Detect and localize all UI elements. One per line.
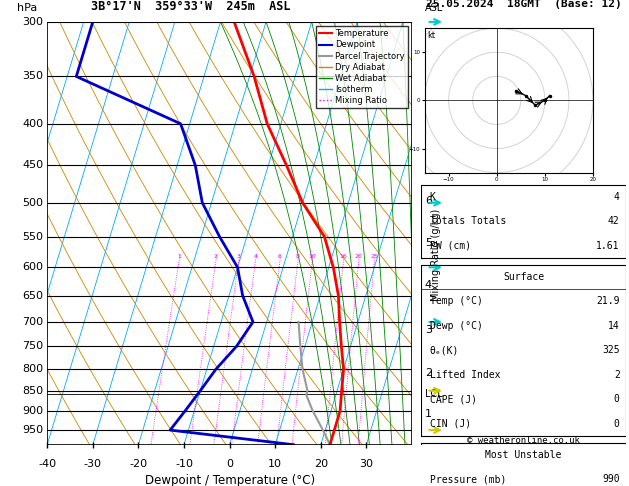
Text: 16: 16 bbox=[340, 254, 347, 259]
Text: 1: 1 bbox=[425, 409, 431, 418]
Text: 14: 14 bbox=[608, 321, 620, 331]
Text: km
ASL: km ASL bbox=[425, 0, 443, 14]
Text: kt: kt bbox=[427, 31, 435, 40]
Text: hPa: hPa bbox=[17, 3, 37, 14]
Text: 990: 990 bbox=[602, 474, 620, 485]
Text: 42: 42 bbox=[608, 216, 620, 226]
Text: Most Unstable: Most Unstable bbox=[486, 450, 562, 460]
Text: Pressure (mb): Pressure (mb) bbox=[430, 474, 506, 485]
Text: θₑ(K): θₑ(K) bbox=[430, 346, 459, 355]
Text: Temp (°C): Temp (°C) bbox=[430, 296, 482, 306]
Text: 8: 8 bbox=[296, 254, 300, 259]
Text: 7: 7 bbox=[425, 150, 432, 160]
Text: 8: 8 bbox=[425, 101, 432, 111]
Text: 700: 700 bbox=[23, 317, 43, 327]
Text: 2: 2 bbox=[614, 370, 620, 380]
Text: 650: 650 bbox=[23, 291, 43, 301]
Text: 4: 4 bbox=[425, 279, 432, 290]
Text: 2: 2 bbox=[425, 368, 432, 378]
Text: 1.61: 1.61 bbox=[596, 241, 620, 251]
Text: 20: 20 bbox=[355, 254, 363, 259]
Text: 21.9: 21.9 bbox=[596, 296, 620, 306]
Text: Totals Totals: Totals Totals bbox=[430, 216, 506, 226]
Text: 3: 3 bbox=[425, 325, 431, 335]
Text: 10: 10 bbox=[268, 459, 282, 469]
Text: 25: 25 bbox=[370, 254, 378, 259]
Text: 4: 4 bbox=[614, 192, 620, 202]
Text: CIN (J): CIN (J) bbox=[430, 419, 470, 429]
Text: 500: 500 bbox=[23, 198, 43, 208]
Text: 350: 350 bbox=[23, 71, 43, 82]
Text: 0: 0 bbox=[226, 459, 233, 469]
Text: LCL: LCL bbox=[425, 389, 443, 399]
Text: 3: 3 bbox=[237, 254, 241, 259]
Text: 4: 4 bbox=[253, 254, 257, 259]
Text: Dewp (°C): Dewp (°C) bbox=[430, 321, 482, 331]
Text: -20: -20 bbox=[130, 459, 147, 469]
Text: -30: -30 bbox=[84, 459, 102, 469]
Text: 0: 0 bbox=[614, 395, 620, 404]
Text: 325: 325 bbox=[602, 346, 620, 355]
Text: 300: 300 bbox=[23, 17, 43, 27]
Text: Lifted Index: Lifted Index bbox=[430, 370, 500, 380]
Text: K: K bbox=[430, 192, 435, 202]
Text: 30: 30 bbox=[359, 459, 374, 469]
Text: 900: 900 bbox=[23, 406, 43, 416]
Text: 1: 1 bbox=[177, 254, 181, 259]
Text: 6: 6 bbox=[425, 196, 431, 206]
Text: 750: 750 bbox=[23, 341, 43, 351]
Text: 25.05.2024  18GMT  (Base: 12): 25.05.2024 18GMT (Base: 12) bbox=[426, 0, 621, 9]
Text: 3B°17'N  359°33'W  245m  ASL: 3B°17'N 359°33'W 245m ASL bbox=[91, 0, 291, 14]
Text: 600: 600 bbox=[23, 262, 43, 272]
Text: 5: 5 bbox=[425, 238, 431, 248]
Text: 400: 400 bbox=[23, 119, 43, 129]
Text: Mixing Ratio (g/kg): Mixing Ratio (g/kg) bbox=[431, 208, 441, 300]
Text: -10: -10 bbox=[175, 459, 193, 469]
Text: Surface: Surface bbox=[503, 272, 544, 282]
Text: 850: 850 bbox=[23, 386, 43, 396]
Text: 6: 6 bbox=[278, 254, 282, 259]
Text: 2: 2 bbox=[214, 254, 218, 259]
Text: 450: 450 bbox=[23, 160, 43, 171]
Text: 0: 0 bbox=[614, 419, 620, 429]
Text: PW (cm): PW (cm) bbox=[430, 241, 470, 251]
Text: © weatheronline.co.uk: © weatheronline.co.uk bbox=[467, 435, 580, 445]
Text: 550: 550 bbox=[23, 231, 43, 242]
Text: 800: 800 bbox=[23, 364, 43, 374]
Text: -40: -40 bbox=[38, 459, 56, 469]
Text: 20: 20 bbox=[314, 459, 328, 469]
Legend: Temperature, Dewpoint, Parcel Trajectory, Dry Adiabat, Wet Adiabat, Isotherm, Mi: Temperature, Dewpoint, Parcel Trajectory… bbox=[316, 26, 408, 108]
Text: Dewpoint / Temperature (°C): Dewpoint / Temperature (°C) bbox=[145, 474, 314, 486]
Text: 10: 10 bbox=[308, 254, 316, 259]
Text: 950: 950 bbox=[23, 425, 43, 435]
Text: CAPE (J): CAPE (J) bbox=[430, 395, 477, 404]
